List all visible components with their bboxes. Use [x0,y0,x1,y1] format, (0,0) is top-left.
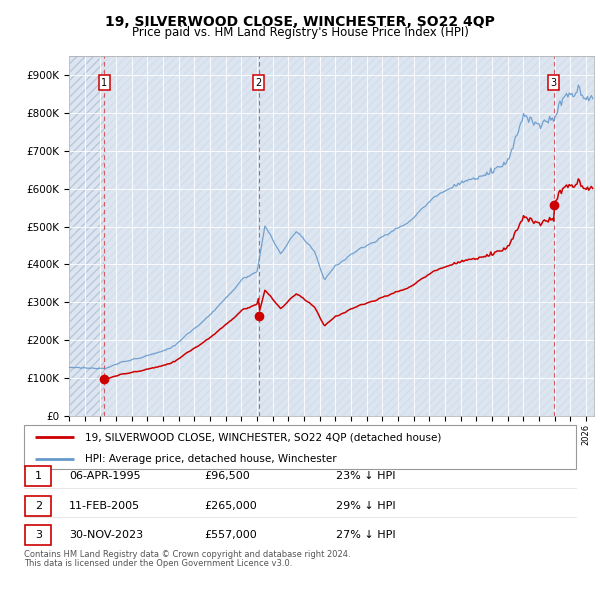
Text: This data is licensed under the Open Government Licence v3.0.: This data is licensed under the Open Gov… [24,559,292,568]
FancyBboxPatch shape [24,425,576,469]
FancyBboxPatch shape [25,525,52,545]
Text: 1: 1 [35,471,42,481]
FancyBboxPatch shape [25,466,52,486]
Text: 2: 2 [256,77,262,87]
Text: £557,000: £557,000 [204,530,257,540]
Text: £265,000: £265,000 [204,501,257,510]
Text: 1: 1 [101,77,107,87]
Text: 3: 3 [35,530,42,540]
FancyBboxPatch shape [25,496,52,516]
Text: 27% ↓ HPI: 27% ↓ HPI [336,530,395,540]
Text: 23% ↓ HPI: 23% ↓ HPI [336,471,395,481]
Text: £96,500: £96,500 [204,471,250,481]
Text: 30-NOV-2023: 30-NOV-2023 [69,530,143,540]
Text: 06-APR-1995: 06-APR-1995 [69,471,140,481]
Text: 29% ↓ HPI: 29% ↓ HPI [336,501,395,510]
Text: Contains HM Land Registry data © Crown copyright and database right 2024.: Contains HM Land Registry data © Crown c… [24,550,350,559]
Text: 19, SILVERWOOD CLOSE, WINCHESTER, SO22 4QP (detached house): 19, SILVERWOOD CLOSE, WINCHESTER, SO22 4… [85,432,441,442]
Text: 11-FEB-2005: 11-FEB-2005 [69,501,140,510]
Text: HPI: Average price, detached house, Winchester: HPI: Average price, detached house, Winc… [85,454,337,464]
Text: 3: 3 [551,77,557,87]
Text: 2: 2 [35,501,42,510]
Text: 19, SILVERWOOD CLOSE, WINCHESTER, SO22 4QP: 19, SILVERWOOD CLOSE, WINCHESTER, SO22 4… [105,15,495,29]
Text: Price paid vs. HM Land Registry's House Price Index (HPI): Price paid vs. HM Land Registry's House … [131,26,469,39]
